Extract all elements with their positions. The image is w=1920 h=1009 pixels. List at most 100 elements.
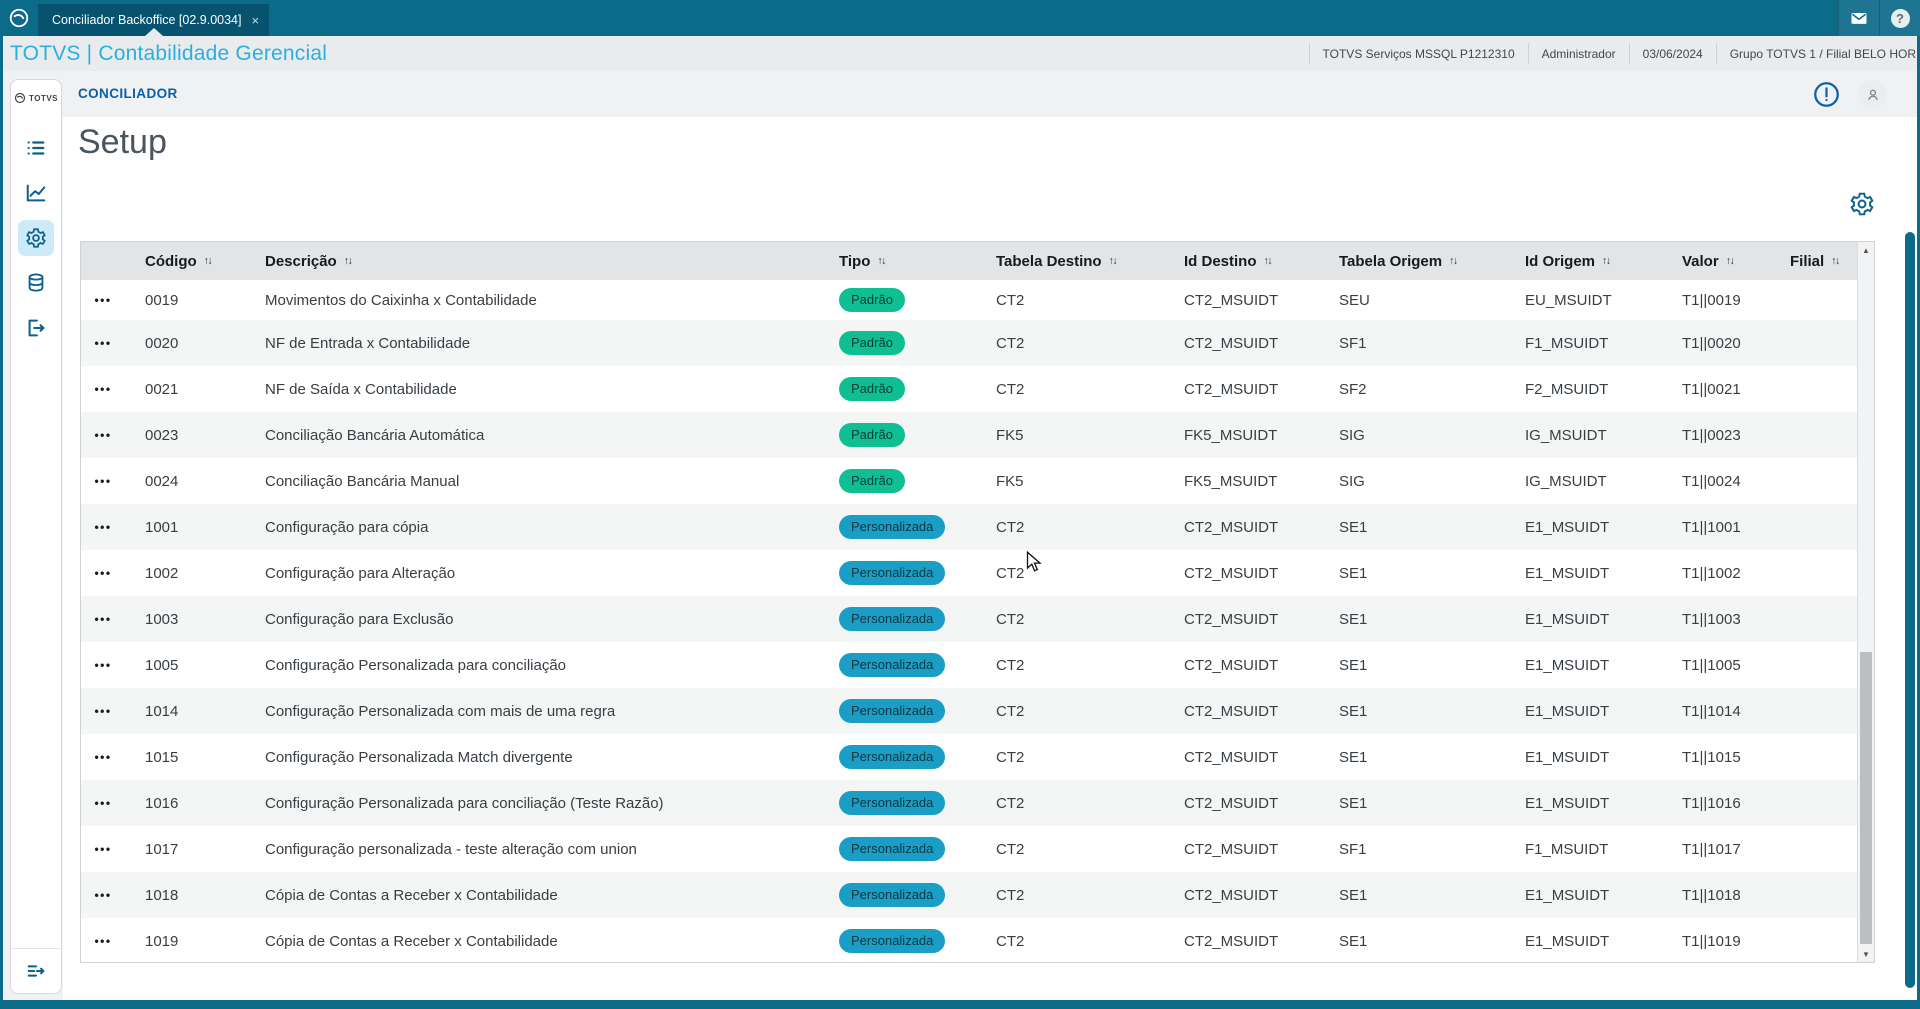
- table-row[interactable]: ••• 0021 NF de Saída x Contabilidade Padrão…: [81, 366, 1857, 412]
- mail-icon[interactable]: [1838, 0, 1879, 36]
- table-row[interactable]: ••• 1019 Cópia de Contas a Receber x Conta…: [81, 918, 1857, 962]
- sidebar-item-logout[interactable]: [18, 310, 54, 346]
- sort-icon[interactable]: ↑↓: [1831, 255, 1840, 267]
- sort-icon[interactable]: ↑↓: [343, 255, 353, 267]
- cell-valor: T1||0019: [1682, 291, 1741, 309]
- column-header-filial[interactable]: Filial ↑↓: [1770, 242, 1859, 280]
- column-label: Descrição: [265, 252, 337, 270]
- table-row[interactable]: ••• 1003 Configuração para Exclusão Persona…: [81, 596, 1857, 642]
- cell-id_origem: E1_MSUIDT: [1525, 932, 1610, 950]
- column-header-tipo[interactable]: Tipo ↑↓: [819, 242, 976, 280]
- table-row[interactable]: ••• 0019 Movimentos do Caixinha x Contabil…: [81, 280, 1857, 320]
- type-badge: Padrão: [839, 422, 905, 448]
- cell-actions: •••: [81, 366, 125, 412]
- cell-filial: [1770, 550, 1857, 596]
- cell-filial: [1770, 366, 1857, 412]
- row-actions-menu-icon[interactable]: •••: [94, 520, 112, 534]
- row-actions-menu-icon[interactable]: •••: [94, 428, 112, 442]
- sidebar-item-dashboard[interactable]: [18, 175, 54, 211]
- horizontal-scrollbar[interactable]: [0, 1000, 1920, 1009]
- row-actions-menu-icon[interactable]: •••: [94, 888, 112, 902]
- table-row[interactable]: ••• 1001 Configuração para cópia Personaliz…: [81, 504, 1857, 550]
- cell-tabela_origem: SE1: [1339, 702, 1368, 720]
- column-header-id_origem[interactable]: Id Origem ↑↓: [1505, 242, 1662, 280]
- cell-descricao: Configuração Personalizada Match diverge…: [265, 748, 573, 766]
- cell-id_origem: EU_MSUIDT: [1525, 291, 1612, 309]
- sort-icon[interactable]: ↑↓: [1263, 255, 1273, 267]
- window-titlebar: Conciliador Backoffice [02.9.0034] × ?: [0, 0, 1920, 36]
- table-row[interactable]: ••• 1017 Configuração personalizada - test…: [81, 826, 1857, 872]
- cell-tipo: Personalizada: [819, 504, 976, 550]
- row-actions-menu-icon[interactable]: •••: [94, 474, 112, 488]
- sidebar-item-setup[interactable]: [18, 220, 54, 256]
- sidebar-item-expand[interactable]: [11, 948, 61, 993]
- page-scrollbar-thumb[interactable]: [1905, 232, 1915, 988]
- row-actions-menu-icon[interactable]: •••: [94, 750, 112, 764]
- scroll-down-icon[interactable]: ▼: [1862, 949, 1870, 959]
- type-badge: Personalizada: [839, 606, 946, 632]
- column-header-tabela_origem[interactable]: Tabela Origem ↑↓: [1319, 242, 1505, 280]
- cell-codigo: 1018: [145, 886, 179, 904]
- type-badge: Personalizada: [839, 560, 946, 586]
- close-icon[interactable]: ×: [251, 12, 260, 28]
- sort-icon[interactable]: ↑↓: [1449, 255, 1458, 267]
- column-header-tabela_destino[interactable]: Tabela Destino ↑↓: [976, 242, 1164, 280]
- scroll-up-icon[interactable]: ▲: [1862, 245, 1870, 255]
- cell-descricao: Conciliação Bancária Automática: [265, 426, 485, 444]
- cell-codigo: 0019: [145, 291, 179, 309]
- environment-info: TOTVS Serviços MSSQL P1212310 Administrad…: [1308, 36, 1920, 71]
- sidebar: TOTVS: [10, 79, 62, 994]
- main-area: TOTVS CONCILIADOR Setup Código ↑↓ Descriçã…: [3, 71, 1917, 1000]
- column-header-descricao[interactable]: Descrição ↑↓: [245, 242, 819, 280]
- row-actions-menu-icon[interactable]: •••: [94, 566, 112, 580]
- row-actions-menu-icon[interactable]: •••: [94, 612, 112, 626]
- sort-icon[interactable]: ↑↓: [1108, 255, 1118, 267]
- table-row[interactable]: ••• 1005 Configuração Personalizada para c…: [81, 642, 1857, 688]
- row-actions-menu-icon[interactable]: •••: [94, 382, 112, 396]
- row-actions-menu-icon[interactable]: •••: [94, 842, 112, 856]
- table-scrollbar-thumb[interactable]: [1860, 652, 1872, 944]
- table-row[interactable]: ••• 1014 Configuração Personalizada com ma…: [81, 688, 1857, 734]
- type-badge: Personalizada: [839, 836, 946, 862]
- row-actions-menu-icon[interactable]: •••: [94, 796, 112, 810]
- column-header-valor[interactable]: Valor ↑↓: [1662, 242, 1770, 280]
- row-actions-menu-icon[interactable]: •••: [94, 293, 112, 307]
- type-badge: Personalizada: [839, 514, 946, 540]
- cell-valor: T1||1019: [1682, 932, 1741, 950]
- row-actions-menu-icon[interactable]: •••: [94, 336, 112, 350]
- sort-icon[interactable]: ↑↓: [877, 255, 886, 267]
- table-row[interactable]: ••• 0024 Conciliação Bancária Manual Padrão…: [81, 458, 1857, 504]
- row-actions-menu-icon[interactable]: •••: [94, 934, 112, 948]
- window-border-right: [1917, 36, 1920, 1009]
- cell-descricao: Configuração para cópia: [265, 518, 429, 536]
- cell-id_destino: CT2_MSUIDT: [1184, 380, 1279, 398]
- table-row[interactable]: ••• 0023 Conciliação Bancária Automática Pa…: [81, 412, 1857, 458]
- table-row[interactable]: ••• 0020 NF de Entrada x Contabilidade Padr…: [81, 320, 1857, 366]
- table-row[interactable]: ••• 1002 Configuração para Alteração Person…: [81, 550, 1857, 596]
- cell-descricao: Configuração para Exclusão: [265, 610, 454, 628]
- table-row[interactable]: ••• 1018 Cópia de Contas a Receber x Conta…: [81, 872, 1857, 918]
- cell-filial: [1770, 780, 1857, 826]
- sort-icon[interactable]: ↑↓: [203, 255, 213, 267]
- sort-icon[interactable]: ↑↓: [1725, 255, 1735, 267]
- help-icon[interactable]: ?: [1879, 0, 1920, 36]
- row-actions-menu-icon[interactable]: •••: [94, 658, 112, 672]
- table-row[interactable]: ••• 1016 Configuração Personalizada para c…: [81, 780, 1857, 826]
- app-tab[interactable]: Conciliador Backoffice [02.9.0034] ×: [38, 4, 270, 36]
- column-header-codigo[interactable]: Código ↑↓: [125, 242, 245, 280]
- sidebar-item-menu[interactable]: [18, 130, 54, 166]
- column-header-id_destino[interactable]: Id Destino ↑↓: [1164, 242, 1319, 280]
- table-row[interactable]: ••• 1015 Configuração Personalizada Match …: [81, 734, 1857, 780]
- cell-id_origem: F2_MSUIDT: [1525, 380, 1609, 398]
- table-settings-gear-icon[interactable]: [1849, 191, 1875, 217]
- sidebar-item-data[interactable]: [18, 265, 54, 301]
- alert-icon[interactable]: [1813, 81, 1840, 108]
- row-actions-menu-icon[interactable]: •••: [94, 704, 112, 718]
- cell-descricao: Configuração Personalizada com mais de u…: [265, 702, 616, 720]
- user-avatar[interactable]: [1858, 80, 1887, 109]
- cell-filial: [1770, 412, 1857, 458]
- table-scrollbar[interactable]: ▲ ▼: [1857, 242, 1874, 962]
- cell-actions: •••: [81, 504, 125, 550]
- sort-icon[interactable]: ↑↓: [1602, 255, 1611, 267]
- column-label: Filial: [1790, 252, 1825, 270]
